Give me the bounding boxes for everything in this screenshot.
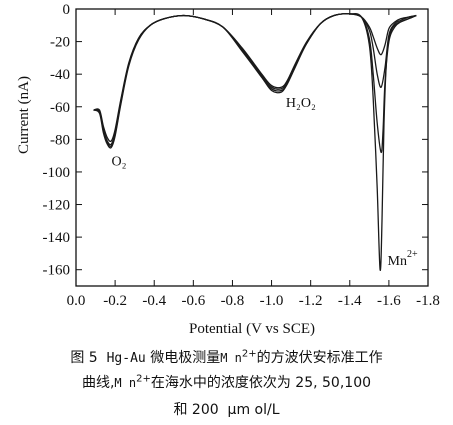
y-tick-label: 0	[63, 2, 71, 18]
caption-ion: M n	[220, 351, 242, 365]
x-tick-label: 0.0	[67, 293, 86, 309]
x-tick-label: -1.6	[377, 293, 401, 309]
caption-electrode-code: Hg-Au	[106, 351, 146, 366]
caption-text-end: 的方波伏安标准工作	[256, 350, 383, 366]
x-tick-label: -1.8	[416, 293, 440, 309]
x-tick-label: -0.4	[142, 293, 166, 309]
x-axis: 0.0 -0.2 -0.4 -0.6 -0.8 -1.0 -1.2 -1.4 -1.6 -1.8	[67, 9, 440, 309]
peak-label-text: Mn	[388, 254, 407, 269]
y-tick-label: -160	[43, 263, 71, 279]
x-axis-title: Potential (V vs SCE)	[189, 321, 315, 337]
y-tick-label: -20	[50, 35, 70, 51]
plot-frame	[75, 8, 429, 287]
peak-annotations: O₂ H₂O₂ Mn2+	[112, 96, 418, 269]
x-tick-label: -0.8	[221, 293, 245, 309]
x-tick-label: -1.2	[299, 293, 323, 309]
y-axis: 0 -20 -40 -60 -80 -100 -120 -140 -160	[43, 2, 428, 279]
x-tick-label: -0.6	[181, 293, 205, 309]
y-tick-label: -120	[43, 198, 71, 214]
series-line-4	[93, 13, 417, 271]
x-tick-label: -1.0	[260, 293, 284, 309]
caption-ion-charge: 2+	[136, 373, 151, 385]
voltammogram-chart: 0 -20 -40 -60 -80 -100 -120 -140 -160 0.0 -0.2 -0.…	[16, 2, 440, 337]
series-group	[93, 13, 417, 271]
plot-border	[75, 8, 429, 287]
x-tick-label: -1.4	[338, 293, 362, 309]
caption-ion: M n	[114, 376, 137, 390]
y-axis-title: Current (nA)	[16, 76, 32, 154]
y-tick-label: -80	[50, 132, 70, 148]
peak-label-text: H₂O₂	[286, 96, 316, 111]
caption-concentration-unit: 和 200 μm ol/L	[173, 402, 280, 418]
x-tick-label: -0.2	[103, 293, 127, 309]
figure-caption-line-1: 图 5 Hg-Au 微电极测量M n2+的方波伏安标准工作	[0, 347, 453, 367]
caption-text-end: 在海水中的浓度依次为 25, 50,100	[150, 375, 372, 391]
y-tick-label: -40	[50, 67, 70, 83]
caption-text: 微电极测量	[145, 350, 221, 366]
y-tick-label: -140	[43, 230, 71, 246]
peak-label-2: H₂O₂	[286, 96, 316, 111]
figure-caption-line-2: 曲线,M n2+在海水中的浓度依次为 25, 50,100	[0, 372, 453, 392]
peak-label-superscript: 2+	[407, 249, 418, 260]
figure-caption-line-3: 和 200 μm ol/L	[0, 399, 453, 419]
y-tick-label: -100	[43, 165, 71, 181]
peak-label-1: O₂	[112, 154, 127, 169]
peak-label-3: Mn2+	[388, 249, 418, 269]
caption-ion-charge: 2+	[241, 348, 257, 360]
y-tick-label: -60	[50, 100, 70, 116]
caption-figure-number: 图 5	[70, 350, 107, 366]
caption-text: 曲线,	[81, 375, 115, 391]
peak-label-text: O₂	[112, 154, 127, 169]
